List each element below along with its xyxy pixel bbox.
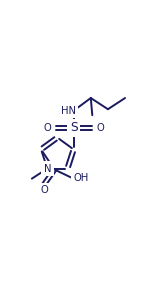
Text: O: O <box>40 185 48 195</box>
Text: OH: OH <box>73 173 88 183</box>
Text: O: O <box>96 123 104 133</box>
Text: N: N <box>44 164 51 174</box>
Text: HN: HN <box>61 106 76 116</box>
Text: S: S <box>70 121 77 134</box>
Text: O: O <box>44 123 51 133</box>
